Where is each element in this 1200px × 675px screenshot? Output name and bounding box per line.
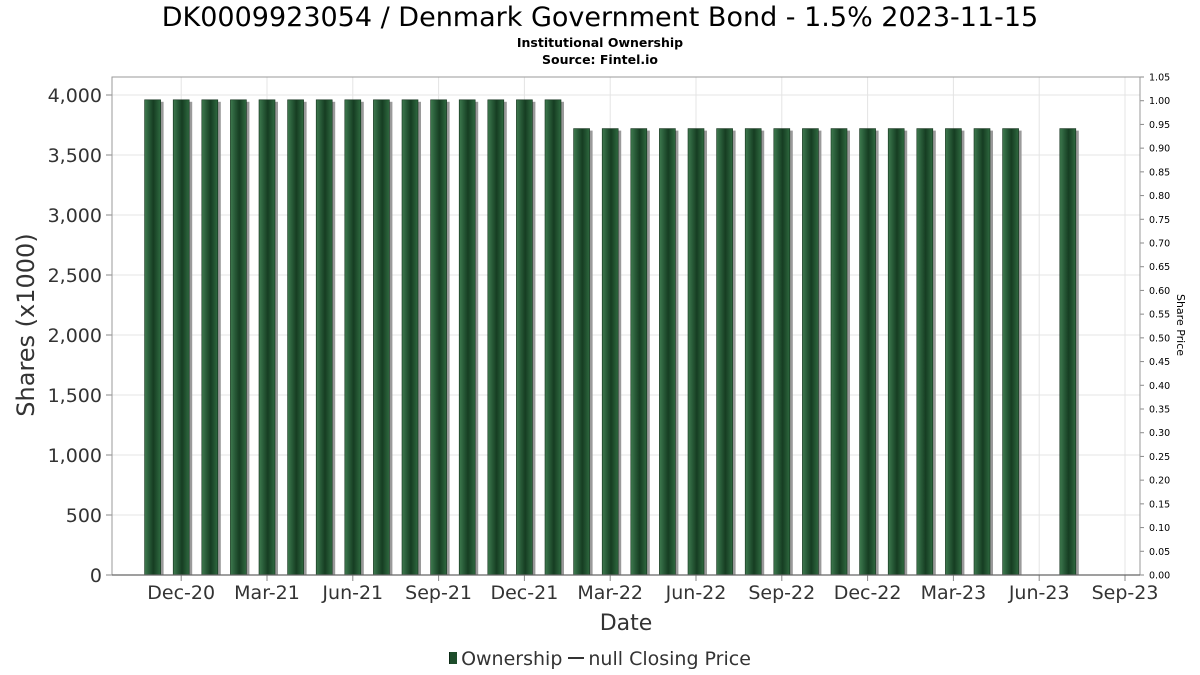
- ownership-bar: [773, 128, 791, 576]
- y2-tick-label: 0.20: [1149, 476, 1170, 487]
- x-tick-label: Dec-20: [147, 582, 215, 604]
- y-tick-label: 2,500: [48, 265, 102, 287]
- legend-ownership: Ownership: [461, 648, 563, 670]
- ownership-bar: [487, 99, 505, 576]
- y2-tick-label: 1.05: [1149, 73, 1170, 84]
- x-axis-ticks: Dec-20 Mar-21 Jun-21 Sep-21 Dec-21 Mar-22 Jun-…: [147, 582, 1158, 604]
- y2-tick-label: 0.00: [1149, 571, 1170, 582]
- y2-axis-ticks: 0.00 0.05 0.10 0.15 0.20 0.25 0.30 0.35 0.40 0.45…: [1149, 73, 1170, 582]
- y2-tick-label: 0.90: [1149, 144, 1170, 155]
- y2-tick-label: 0.40: [1149, 381, 1170, 392]
- x-tick-label: Mar-21: [234, 582, 300, 604]
- ownership-bar: [544, 99, 562, 576]
- y2-tick-label: 0.05: [1149, 547, 1170, 558]
- y-tick-label: 1,000: [48, 445, 102, 467]
- x-tick-label: Dec-21: [490, 582, 558, 604]
- legend: Ownership null Closing Price: [0, 648, 1200, 670]
- ownership-bar: [230, 99, 247, 576]
- y2-tick-label: 0.50: [1149, 333, 1170, 344]
- ownership-bar: [344, 99, 362, 576]
- x-tick-label: Jun-21: [321, 582, 383, 604]
- y2-tick-label: 0.30: [1149, 428, 1170, 439]
- y-axis-ticks: 0 500 1,000 1,500 2,000 2,500 3,000 3,500 4,000: [48, 85, 102, 587]
- ownership-bar: [973, 128, 991, 576]
- x-tick-label: Mar-23: [921, 582, 987, 604]
- axes: [106, 76, 1144, 581]
- ownership-bar: [144, 99, 161, 576]
- ownership-bar: [744, 128, 762, 576]
- ownership-swatch-icon: [449, 652, 458, 664]
- y2-tick-label: 0.35: [1149, 405, 1170, 416]
- chart-title: DK0009923054 / Denmark Government Bond -…: [161, 2, 1039, 33]
- y2-tick-label: 0.65: [1149, 262, 1170, 273]
- x-tick-label: Mar-22: [577, 582, 643, 604]
- ownership-bar: [830, 128, 848, 576]
- y-tick-label: 3,000: [48, 205, 102, 227]
- ownership-bar: [315, 99, 333, 576]
- y2-tick-label: 0.15: [1149, 499, 1170, 510]
- ownership-bar: [172, 99, 190, 576]
- y2-axis-label: Share Price: [1174, 294, 1187, 356]
- ownership-bar: [573, 128, 590, 576]
- y-axis-label: Shares (x1000): [12, 233, 40, 416]
- y2-tick-label: 0.70: [1149, 239, 1170, 250]
- y-tick-label: 2,000: [48, 325, 102, 347]
- y2-tick-label: 0.55: [1149, 310, 1170, 321]
- chart-subtitle: Institutional Ownership: [516, 35, 684, 50]
- ownership-bar: [716, 128, 733, 576]
- ownership-bar: [430, 99, 447, 576]
- y2-tick-label: 0.95: [1149, 120, 1170, 131]
- ownership-bar: [287, 99, 304, 576]
- ownership-bar: [859, 128, 876, 576]
- ownership-bar: [516, 99, 533, 576]
- ownership-bar: [945, 128, 962, 576]
- ownership-bar: [802, 128, 819, 576]
- ownership-bar: [373, 99, 390, 576]
- y2-tick-label: 0.10: [1149, 523, 1170, 534]
- y2-tick-label: 0.45: [1149, 357, 1170, 368]
- closing-price-line-icon: [568, 657, 585, 659]
- ownership-bar: [1002, 128, 1019, 576]
- y-tick-label: 3,500: [48, 145, 102, 167]
- y2-tick-label: 0.60: [1149, 286, 1170, 297]
- y-tick-label: 500: [66, 505, 102, 527]
- x-tick-label: Jun-22: [665, 582, 727, 604]
- ownership-bar: [630, 128, 648, 576]
- ownership-bar: [458, 99, 476, 576]
- chart-source: Source: Fintel.io: [542, 52, 658, 67]
- ownership-bar: [687, 128, 705, 576]
- y-tick-label: 4,000: [48, 85, 102, 107]
- y-tick-label: 1,500: [48, 385, 102, 407]
- bars: [144, 99, 1079, 576]
- y2-tick-label: 0.80: [1149, 191, 1170, 202]
- x-tick-label: Sep-21: [405, 582, 472, 604]
- y-tick-label: 0: [90, 565, 102, 587]
- y2-tick-label: 0.85: [1149, 167, 1170, 178]
- ownership-bar: [916, 128, 934, 576]
- ownership-bar: [401, 99, 419, 576]
- ownership-bar: [887, 128, 905, 576]
- x-tick-label: Sep-23: [1092, 582, 1159, 604]
- ownership-bar: [201, 99, 219, 576]
- y2-tick-label: 1.00: [1149, 96, 1170, 107]
- y2-tick-label: 0.75: [1149, 215, 1170, 226]
- legend-closing-price: null Closing Price: [588, 648, 751, 670]
- ownership-bar: [659, 128, 676, 576]
- ownership-bar: [1059, 128, 1077, 576]
- x-tick-label: Dec-22: [834, 582, 902, 604]
- y2-tick-label: 0.25: [1149, 452, 1170, 463]
- x-axis-label: Date: [600, 611, 653, 636]
- ownership-bar: [601, 128, 619, 576]
- x-tick-label: Sep-22: [748, 582, 815, 604]
- x-tick-label: Jun-23: [1008, 582, 1070, 604]
- ownership-bar: [258, 99, 276, 576]
